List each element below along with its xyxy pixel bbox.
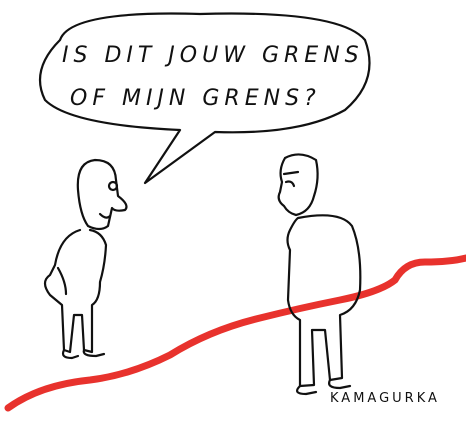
- speech-bubble: [38, 12, 371, 185]
- speech-line: OF MIJN GRENS?: [70, 86, 321, 111]
- signature: KAMAGURKA: [330, 391, 440, 406]
- right-figure: [277, 153, 362, 396]
- border-line: [4, 254, 466, 412]
- left-figure: [43, 158, 128, 360]
- speech-line: IS DIT JOUW GRENS: [62, 43, 364, 68]
